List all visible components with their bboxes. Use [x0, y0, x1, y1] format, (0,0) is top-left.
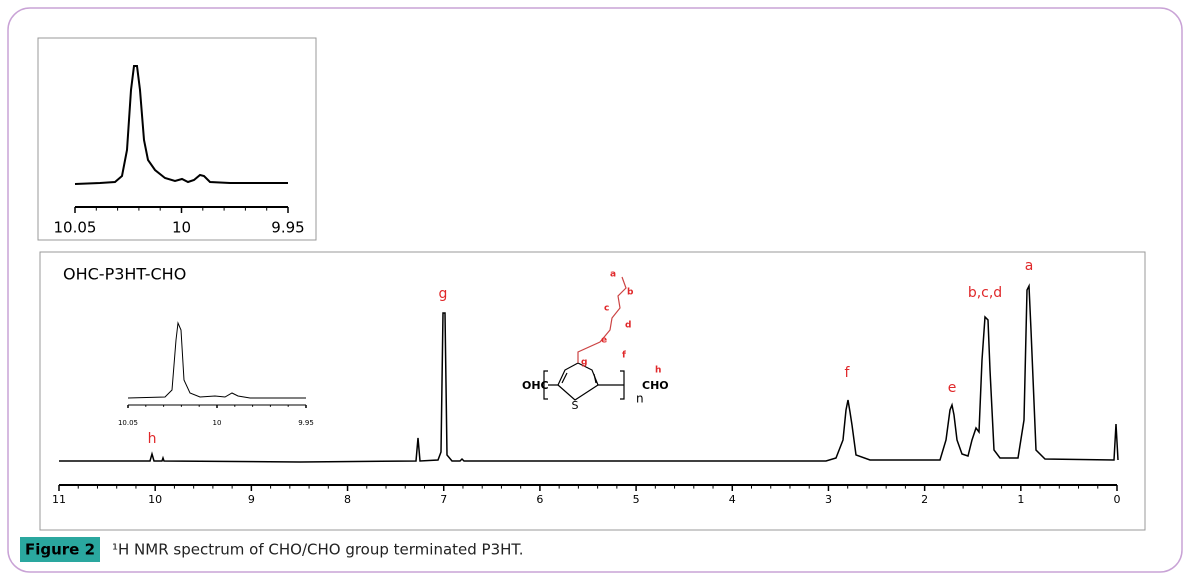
tick-label: 9.95: [298, 419, 314, 427]
tick-label: 10: [172, 219, 191, 237]
peak-label: g: [439, 286, 448, 302]
chain-label: c: [604, 304, 609, 314]
chain-label: d: [625, 321, 631, 331]
chain-label: b: [627, 288, 634, 298]
spectrum-title: OHC-P3HT-CHO: [63, 265, 186, 284]
caption-text: ¹H NMR spectrum of CHO/CHO group termina…: [112, 541, 524, 559]
sulfur: S: [572, 399, 579, 412]
end-group: OHC: [522, 379, 549, 392]
tick-label: 10.05: [118, 419, 138, 427]
peak-label: a: [1025, 258, 1034, 274]
caption-label: Figure 2: [25, 541, 95, 559]
tick-label: 11: [52, 493, 66, 506]
tick-label: 7: [440, 493, 447, 506]
peak-label: f: [845, 365, 851, 381]
frame: [7, 7, 1183, 573]
tick-label: 6: [536, 493, 543, 506]
chain-label: g: [581, 358, 587, 368]
peak-label: b,c,d: [968, 285, 1002, 301]
spectrum-box: [39, 251, 1146, 531]
chain-label: h: [655, 366, 661, 376]
chain-label: f: [622, 351, 626, 361]
chain-label: a: [610, 270, 616, 280]
main-spectrum: [59, 283, 1119, 463]
tick-label: 1: [1017, 493, 1024, 506]
peak-label: h: [148, 431, 157, 447]
tick-label: 10: [213, 419, 222, 427]
end-group: CHO: [642, 379, 669, 392]
chain-label: e: [601, 336, 607, 346]
tick-label: 10.05: [54, 219, 97, 237]
zoom-spectrum: [74, 65, 288, 185]
tick-label: 8: [344, 493, 351, 506]
inset-spectrum: [127, 321, 306, 399]
tick-label: 9.95: [271, 219, 304, 237]
repeat-n: n: [636, 392, 644, 406]
tick-label: 0: [1114, 493, 1121, 506]
tick-label: 2: [921, 493, 928, 506]
caption-label-box: [20, 537, 100, 562]
tick-label: 9: [248, 493, 255, 506]
tick-label: 5: [633, 493, 640, 506]
tick-label: 4: [729, 493, 736, 506]
chemical-structure: [543, 276, 627, 401]
tick-label: 3: [825, 493, 832, 506]
zoom-box: [37, 37, 317, 241]
peak-label: e: [948, 380, 957, 396]
tick-label: 10: [148, 493, 162, 506]
